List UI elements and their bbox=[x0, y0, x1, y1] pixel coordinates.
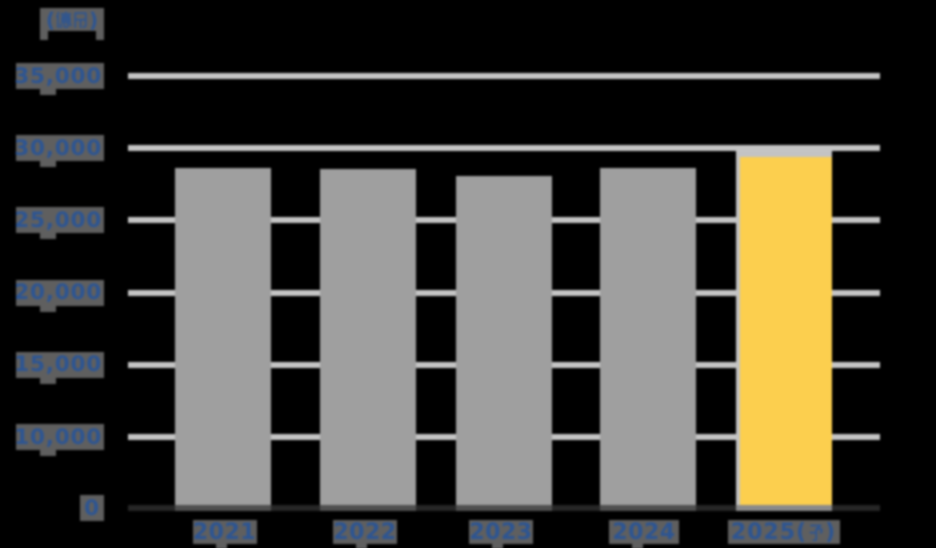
y-tick-label-tab bbox=[40, 305, 56, 312]
bar-base-segment-2022 bbox=[320, 504, 416, 511]
y-tick-label-tab bbox=[40, 450, 56, 456]
kanji-oku-glyph bbox=[56, 11, 72, 28]
y-tick-label-20,000: 20,000 bbox=[14, 279, 104, 306]
x-tick-label-tab bbox=[356, 544, 367, 548]
unit-label-tab-right bbox=[96, 31, 104, 40]
y-tick-label-tab bbox=[40, 377, 56, 384]
bar-2024 bbox=[600, 168, 696, 511]
y-tick-label-10,000: 10,000 bbox=[14, 424, 104, 450]
y-tick-label-tab bbox=[40, 233, 56, 240]
bar-2021 bbox=[175, 168, 271, 511]
x-tick-label-2021: 2021 bbox=[192, 519, 257, 545]
x-tick-label-2025(予): 2025() bbox=[727, 520, 840, 545]
bar-2022 bbox=[320, 168, 416, 511]
y-tick-label-15,000: 15,000 bbox=[14, 351, 104, 378]
kanji-yo-glyph bbox=[809, 524, 823, 541]
y-tick-label-tab bbox=[40, 89, 56, 95]
x-tick-label-tab bbox=[632, 544, 643, 548]
x-tick-label-tab bbox=[492, 544, 503, 548]
x-tick-label-2022: 2022 bbox=[333, 519, 397, 545]
bar-base-segment-2021 bbox=[175, 504, 271, 511]
y-tick-label-30,000: 30,000 bbox=[14, 135, 104, 162]
y-tick-label-tab bbox=[40, 161, 56, 168]
unit-label-tab-left bbox=[40, 31, 48, 40]
y-axis-unit-label: () bbox=[40, 8, 104, 32]
bar-base-segment-2023 bbox=[456, 504, 552, 511]
x-tick-label-2024: 2024 bbox=[609, 520, 679, 545]
y-tick-label-25,000: 25,000 bbox=[14, 207, 104, 234]
y-tick-label-35,000: 35,000 bbox=[14, 63, 104, 89]
bar-2025(予) bbox=[740, 156, 832, 511]
bar-base-segment-2025(予) bbox=[736, 504, 832, 511]
bar-base-segment-2024 bbox=[600, 504, 696, 511]
kanji-en-glyph bbox=[74, 12, 87, 28]
y-tick-label-0: 0 bbox=[80, 495, 104, 521]
bar-2023 bbox=[456, 176, 552, 511]
gridline-30,000 bbox=[128, 145, 880, 152]
x-tick-label-tab bbox=[215, 544, 227, 548]
x-tick-label-2023: 2023 bbox=[469, 519, 533, 545]
gridline-35,000 bbox=[128, 73, 880, 79]
